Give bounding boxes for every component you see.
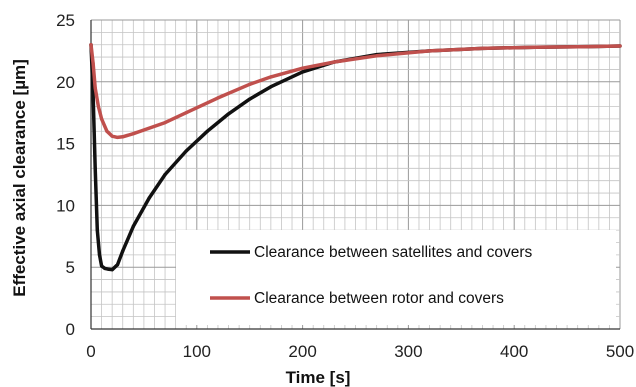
tick-labels: 0 100 200 300 400 500 0 5 10 15 20 25 [56,11,634,361]
y-axis-title: Effective axial clearance [µm] [10,59,29,297]
series-0-point [110,268,114,272]
series-1-point [427,49,432,53]
y-tick-label: 5 [66,258,75,277]
series-1-point [375,54,379,58]
x-tick-label: 500 [606,342,634,361]
series-0-point [205,129,209,133]
data-series [89,42,622,272]
series-line-1 [89,42,622,140]
y-tick-label: 15 [56,135,75,154]
series-1-point [89,43,93,47]
series-0-point [184,149,188,153]
series-1-point [301,66,305,70]
legend-background [176,230,616,325]
series-0-point [99,264,104,268]
x-tick-label: 200 [288,342,316,361]
series-0-point [103,266,107,271]
series-0-point [97,253,102,257]
series-1-point [131,132,135,136]
series-0-point [147,196,151,200]
series-1-point [269,75,273,79]
series-1-point [115,135,120,140]
y-tick-label: 0 [66,320,75,339]
legend-label-satellites: Clearance between satellites and covers [254,244,533,261]
series-1-point [184,111,188,115]
x-tick-label: 300 [394,342,422,361]
x-axis-title: Time [s] [286,368,351,387]
series-1-point [93,86,97,90]
legend-label-rotor: Clearance between rotor and covers [254,290,504,307]
y-tick-label: 20 [56,73,75,92]
series-1-point [248,82,252,86]
legend: Clearance between satellites and covers … [176,230,616,325]
y-tick-label: 10 [56,196,75,215]
series-0-point [301,70,305,74]
y-tick-label: 25 [56,11,75,30]
series-1-point [105,129,109,133]
series-1-point [142,128,146,132]
series-0-point [163,172,167,177]
series-0-point [121,249,125,253]
series-1-point [216,96,220,100]
series-1-point [533,45,537,49]
series-0-point [131,224,135,229]
series-0-point [93,166,97,170]
series-0-point [95,228,99,232]
series-1-point [96,104,101,109]
x-tick-label: 400 [500,342,528,361]
series-0-point [91,92,95,96]
series-1-point [110,134,114,138]
x-tick-label: 100 [183,342,211,361]
series-0-point [269,85,273,89]
series-1-point [121,135,125,139]
series-0-point [106,267,110,271]
series-1-point [163,120,167,125]
x-tick-label: 0 [86,342,95,361]
series-1-point [586,44,590,49]
series-0-point [115,263,120,267]
series-0-point [226,112,231,116]
series-1-point [480,46,485,51]
series-1-point [99,117,104,121]
series-1-point [618,44,622,48]
series-1-point [91,61,95,65]
series-1-point [332,60,336,64]
series-0-point [248,97,252,101]
